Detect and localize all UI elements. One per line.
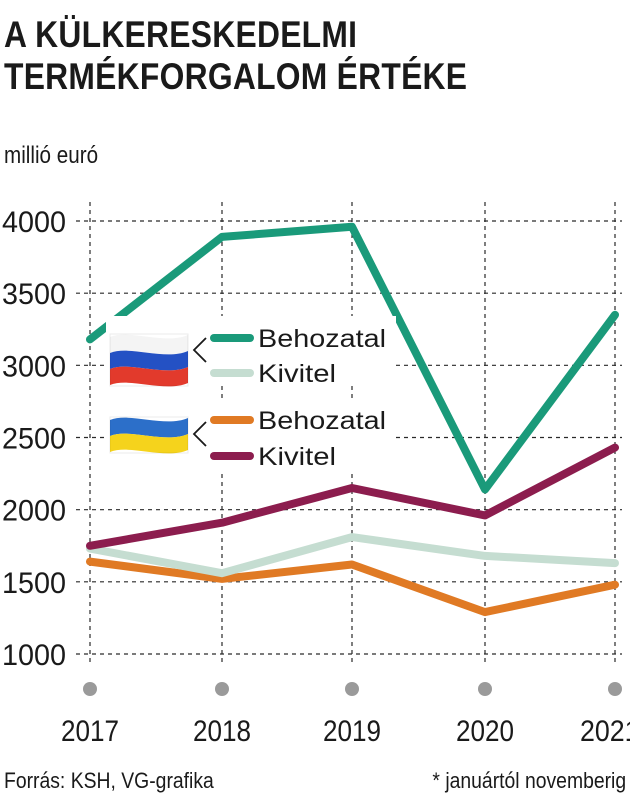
- flag-stripe: [110, 366, 188, 387]
- x-axis-marker: [345, 682, 359, 696]
- legend-label: Behozatal: [258, 325, 386, 353]
- chart-title: A KÜLKERESKEDELMI TERMÉKFORGALOM ÉRTÉKE: [4, 14, 467, 98]
- y-tick-label: 4000: [2, 206, 66, 239]
- russia-flag-icon: [109, 333, 189, 387]
- flag-stripe: [110, 417, 188, 438]
- title-line-1: A KÜLKERESKEDELMI: [4, 14, 358, 55]
- y-tick-label: 3000: [2, 350, 66, 383]
- flag-stripe: [110, 350, 188, 371]
- legend-bracket: [192, 337, 207, 363]
- source-note: Forrás: KSH, VG-grafika: [4, 768, 214, 793]
- line-chart: 1000 1500 2000 2500 3000 3500 4000 2017 2018 2019…: [2, 202, 630, 748]
- legend-label: Kivitel: [258, 443, 336, 471]
- period-note: * januártól novemberig: [432, 768, 626, 793]
- unit-label: millió euró: [4, 142, 99, 169]
- y-tick-label: 2500: [2, 423, 66, 456]
- flag-stripe: [110, 334, 188, 355]
- flag-stripe: [110, 433, 188, 454]
- x-tick-label: 2017: [61, 715, 119, 748]
- x-axis-marker: [83, 682, 97, 696]
- ukraine-flag-icon: [109, 416, 189, 454]
- legend-label: Kivitel: [258, 360, 336, 388]
- x-axis-marker: [478, 682, 492, 696]
- x-tick-label: 2021*: [580, 715, 630, 748]
- legend-bracket: [192, 421, 207, 447]
- flag-outline: [109, 416, 189, 454]
- legend: Behozatal Kivitel Behozatal Kivitel: [106, 316, 396, 472]
- x-tick-label: 2020: [456, 715, 514, 748]
- y-tick-label: 1500: [2, 567, 66, 600]
- x-tick-label: 2018: [193, 715, 251, 748]
- x-axis-marker: [608, 682, 622, 696]
- title-line-2: TERMÉKFORGALOM ÉRTÉKE: [4, 56, 468, 97]
- flag-outline: [109, 333, 189, 387]
- x-axis-marker: [215, 682, 229, 696]
- y-tick-label: 2000: [2, 495, 66, 528]
- y-tick-label: 1000: [2, 639, 66, 672]
- legend-label: Behozatal: [258, 407, 386, 435]
- x-tick-label: 2019: [323, 715, 381, 748]
- y-tick-label: 3500: [2, 278, 66, 311]
